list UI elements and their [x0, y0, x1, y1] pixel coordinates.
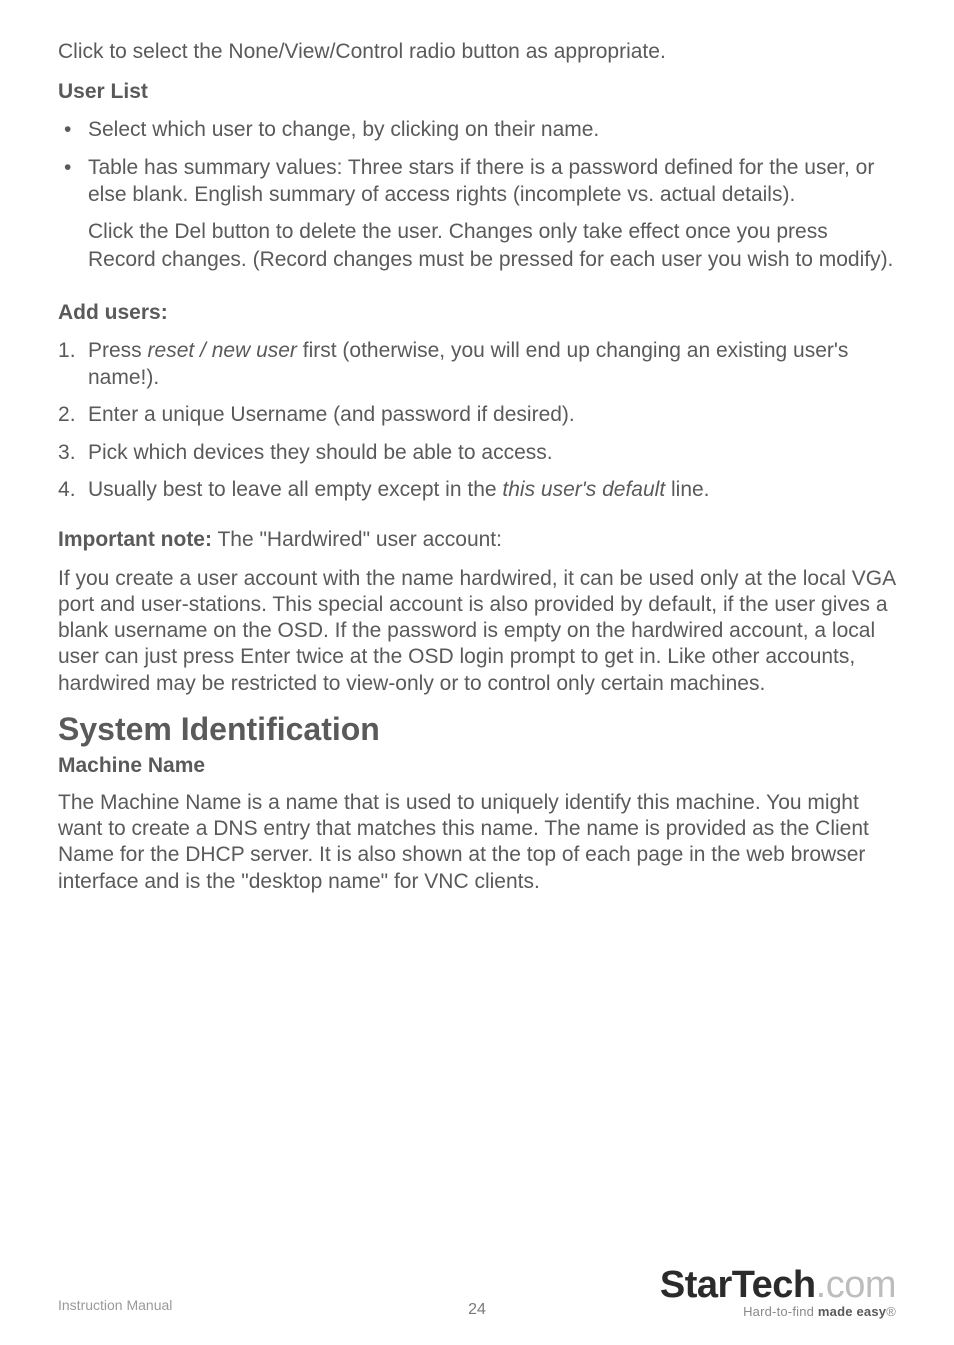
tagline-bold: made easy — [818, 1304, 886, 1319]
step-text-c: line. — [665, 478, 709, 501]
list-item: Table has summary values: Three stars if… — [58, 154, 896, 273]
list-item: Press reset / new user first (otherwise,… — [58, 337, 896, 392]
logo-wordmark: StarTech.com — [660, 1266, 896, 1304]
step-text-italic: reset / new user — [148, 339, 297, 362]
step-text-a: Usually best to leave all empty except i… — [88, 478, 502, 501]
important-note-label: Important note: — [58, 528, 212, 551]
startech-logo: StarTech.com Hard-to-find made easy® — [660, 1266, 896, 1319]
intro-paragraph: Click to select the None/View/Control ra… — [58, 38, 896, 66]
add-users-heading: Add users: — [58, 301, 896, 325]
user-list-heading: User List — [58, 80, 896, 104]
important-note-line: Important note: The "Hardwired" user acc… — [58, 527, 896, 553]
important-note-text: The "Hardwired" user account: — [212, 528, 502, 551]
logo-tagline: Hard-to-find made easy® — [660, 1304, 896, 1319]
logo-text-main: StarTech — [660, 1264, 816, 1306]
list-item: Pick which devices they should be able t… — [58, 439, 896, 466]
tagline-suffix: ® — [886, 1304, 896, 1319]
system-identification-heading: System Identification — [58, 711, 896, 748]
list-item-text: Table has summary values: Three stars if… — [88, 156, 874, 206]
list-item: Enter a unique Username (and password if… — [58, 401, 896, 428]
logo-text-com: .com — [816, 1264, 896, 1306]
page-content: Click to select the None/View/Control ra… — [0, 0, 954, 895]
list-item: Select which user to change, by clicking… — [58, 116, 896, 143]
list-item: Usually best to leave all empty except i… — [58, 476, 896, 503]
page-number: 24 — [468, 1301, 486, 1319]
step-text-italic: this user's default — [502, 478, 665, 501]
step-text-a: Press — [88, 339, 148, 362]
machine-name-heading: Machine Name — [58, 754, 896, 778]
footer-instruction-label: Instruction Manual — [58, 1297, 172, 1313]
add-users-steps: Press reset / new user first (otherwise,… — [58, 337, 896, 503]
tagline-prefix: Hard-to-find — [743, 1304, 818, 1319]
list-item-subpara: Click the Del button to delete the user.… — [88, 218, 896, 273]
machine-name-paragraph: The Machine Name is a name that is used … — [58, 790, 896, 895]
hardwired-paragraph: If you create a user account with the na… — [58, 566, 896, 697]
user-list-bullets: Select which user to change, by clicking… — [58, 116, 896, 272]
